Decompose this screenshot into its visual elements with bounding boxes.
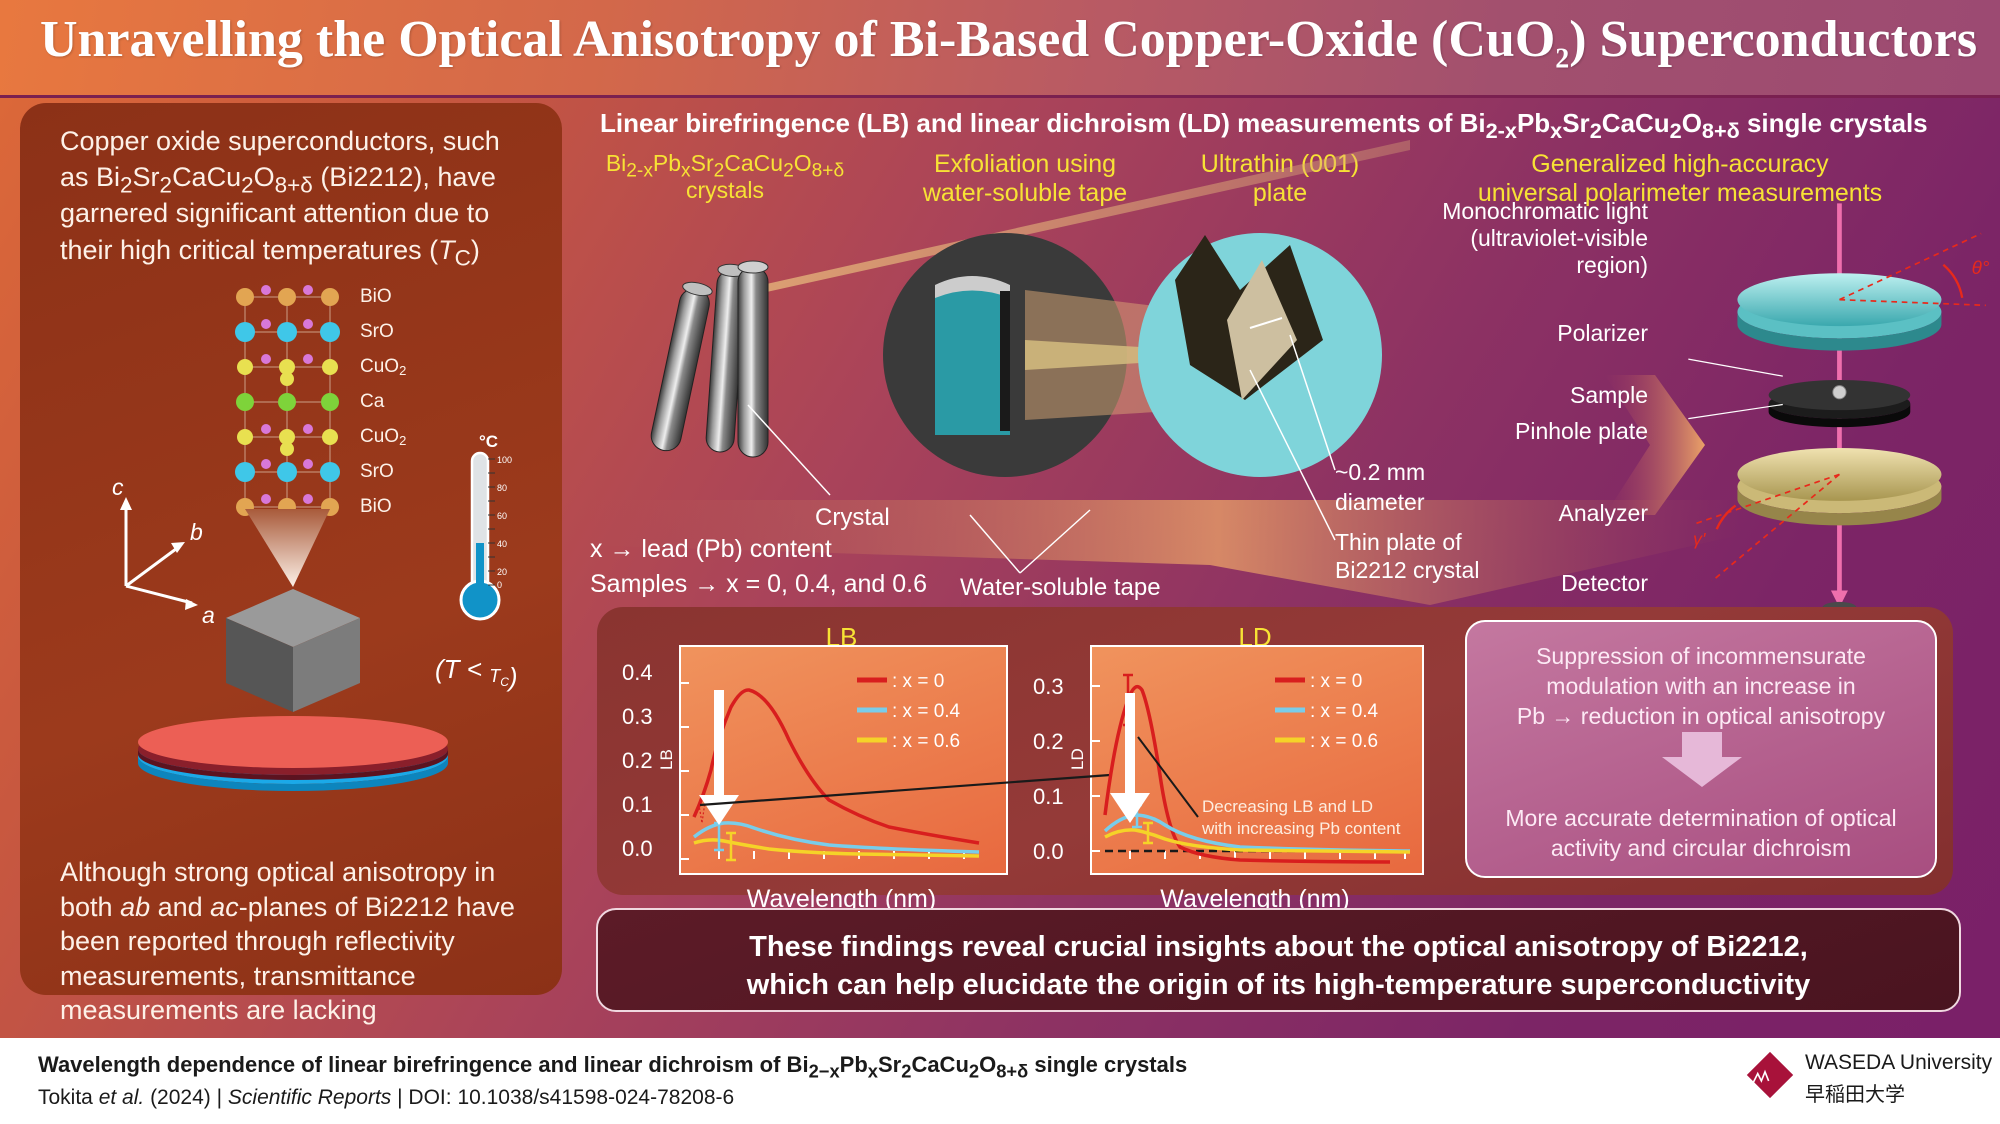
svg-text:0: 0 — [497, 580, 502, 590]
svg-text:60: 60 — [497, 511, 507, 521]
svg-text:~0.2 mm: ~0.2 mm — [1335, 459, 1425, 485]
svg-text:100: 100 — [497, 455, 512, 465]
svg-text:Water-soluble tape: Water-soluble tape — [960, 574, 1161, 601]
svg-text:: x = 0.4: : x = 0.4 — [892, 701, 961, 722]
svg-text:: x = 0.6: : x = 0.6 — [1310, 731, 1378, 752]
svg-text:20: 20 — [497, 567, 507, 577]
svg-text:c: c — [112, 474, 124, 500]
svg-text:: x = 0.6: : x = 0.6 — [892, 731, 960, 752]
svg-text:(T < TC): (T < TC) — [435, 654, 518, 692]
svg-text:γ': γ' — [1693, 529, 1706, 549]
svg-text:80: 80 — [497, 483, 507, 493]
svg-text:BiO: BiO — [360, 496, 392, 517]
svg-text:SrO: SrO — [360, 321, 394, 342]
svg-text:a: a — [202, 602, 215, 628]
svg-text:CuO2: CuO2 — [360, 356, 406, 378]
svg-text:: x = 0.4: : x = 0.4 — [1310, 701, 1379, 722]
svg-text:40: 40 — [497, 539, 507, 549]
svg-text:x → lead (Pb) content: x → lead (Pb) content — [590, 535, 832, 563]
svg-text:BiO: BiO — [360, 286, 392, 307]
svg-text:: x = 0: : x = 0 — [892, 671, 944, 692]
svg-text:°C: °C — [479, 432, 498, 451]
svg-text:SrO: SrO — [360, 461, 394, 482]
svg-text:diameter: diameter — [1335, 489, 1425, 515]
svg-text:Thin plate of: Thin plate of — [1335, 529, 1462, 555]
svg-text:CuO2: CuO2 — [360, 426, 406, 448]
svg-text:θ°: θ° — [1972, 258, 1990, 279]
svg-text:with increasing Pb content: with increasing Pb content — [1201, 819, 1401, 838]
svg-text:Samples → x = 0, 0.4, and 0.6: Samples → x = 0, 0.4, and 0.6 — [590, 570, 927, 598]
svg-text:b: b — [190, 519, 203, 545]
svg-text:Ca: Ca — [360, 391, 385, 412]
svg-text:Decreasing LB and LD: Decreasing LB and LD — [1202, 797, 1373, 816]
svg-text:Crystal: Crystal — [815, 504, 890, 531]
svg-text:: x = 0: : x = 0 — [1310, 671, 1362, 692]
